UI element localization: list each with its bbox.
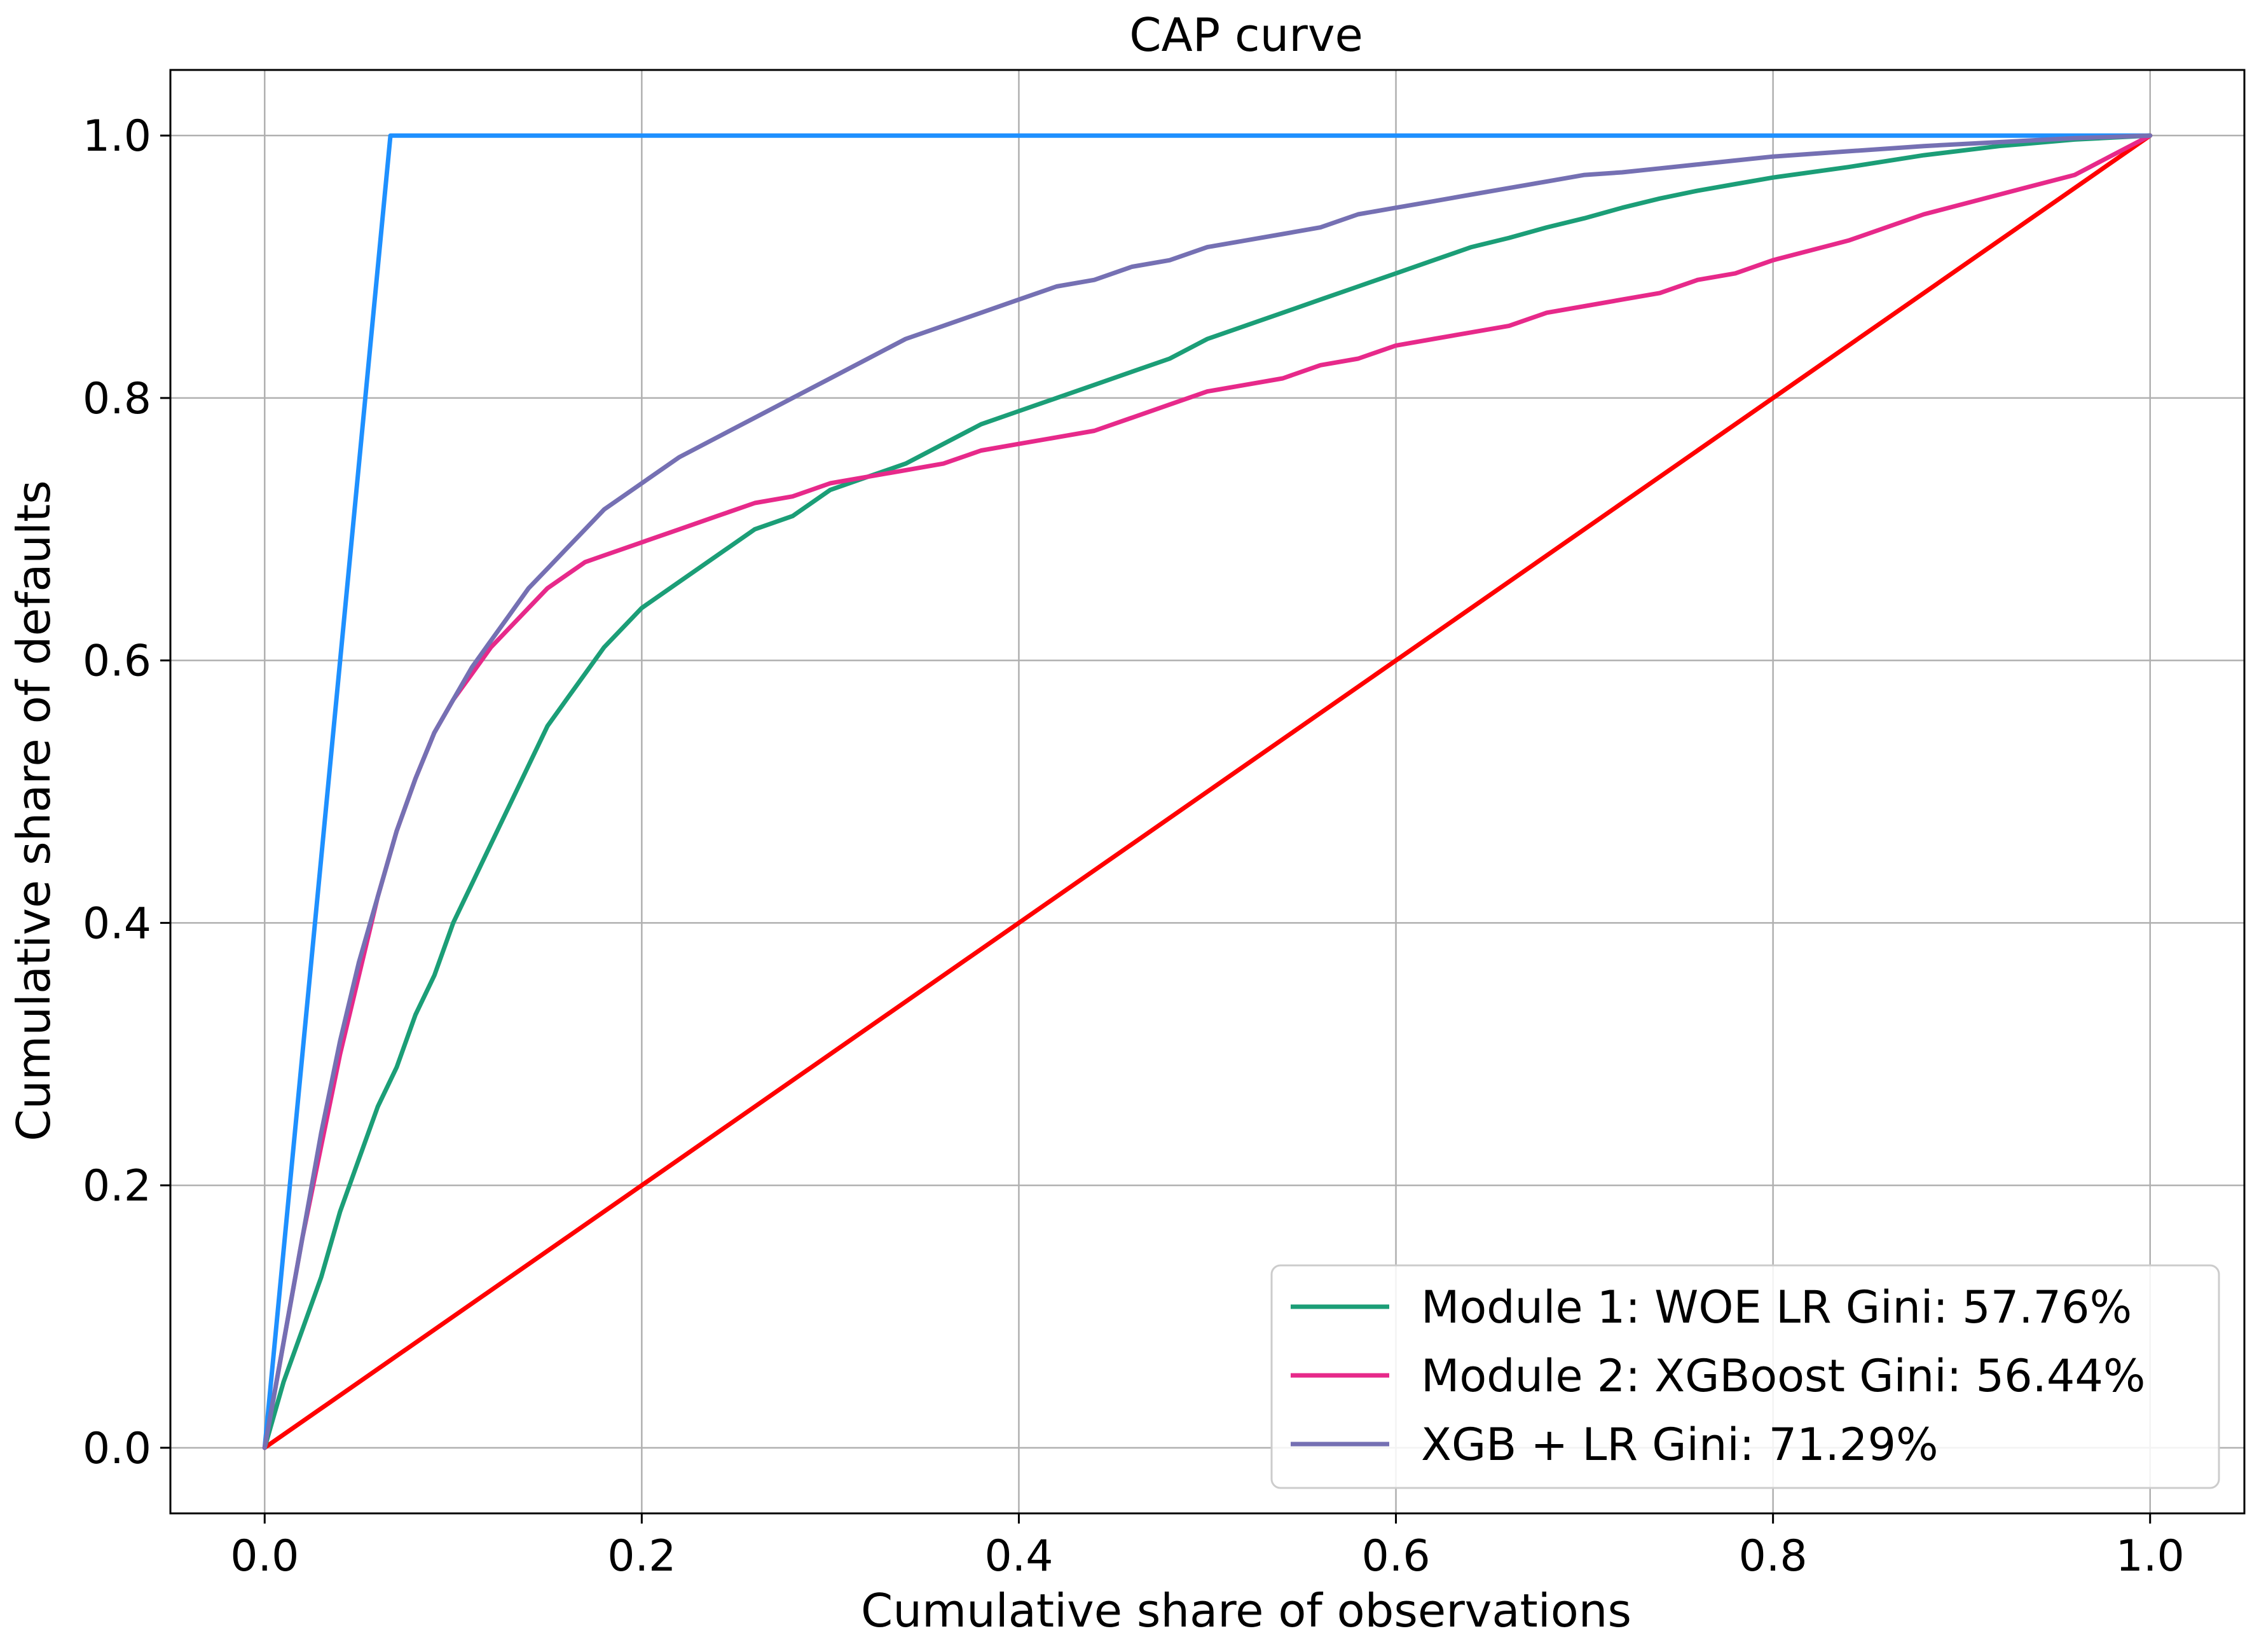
series-line-0 xyxy=(262,133,2153,1450)
y-tick-label: 0.2 xyxy=(83,1161,151,1211)
series-line-2 xyxy=(262,133,2153,1450)
x-tick-label: 0.0 xyxy=(230,1531,299,1581)
x-axis-label: Cumulative share of observations xyxy=(861,1584,1631,1637)
x-tick-label: 0.2 xyxy=(607,1531,676,1581)
y-axis: 0.0 0.2 0.4 0.6 0.8 1.0 xyxy=(83,111,170,1474)
x-tick-label: 0.8 xyxy=(1739,1531,1808,1581)
x-tick-label: 1.0 xyxy=(2116,1531,2185,1581)
x-tick-label: 0.4 xyxy=(984,1531,1053,1581)
legend: Module 1: WOE LR Gini: 57.76% Module 2: X… xyxy=(1270,1264,2220,1489)
x-axis: 0.0 0.2 0.4 0.6 0.8 1.0 xyxy=(230,1513,2185,1581)
y-axis-label: Cumulative share of defaults xyxy=(7,480,60,1141)
y-tick-label: 0.6 xyxy=(83,637,151,687)
legend-box xyxy=(1270,1264,2220,1489)
chart-title: CAP curve xyxy=(1129,8,1363,62)
legend-label-0: Module 1: WOE LR Gini: 57.76% xyxy=(1421,1281,2132,1333)
y-tick-label: 0.8 xyxy=(83,374,151,424)
series-layer xyxy=(262,133,2153,1450)
y-tick-label: 0.0 xyxy=(83,1424,151,1474)
y-tick-label: 1.0 xyxy=(83,111,151,162)
series-line-4 xyxy=(262,133,2153,1450)
x-tick-label: 0.6 xyxy=(1361,1531,1430,1581)
legend-label-1: Module 2: XGBoost Gini: 56.44% xyxy=(1421,1350,2145,1402)
series-line-3 xyxy=(262,133,2153,1450)
y-tick-label: 0.4 xyxy=(83,898,151,949)
plot-frame xyxy=(169,69,2246,1515)
legend-label-2: XGB + LR Gini: 71.29% xyxy=(1421,1419,1939,1471)
grid-lines xyxy=(170,70,2244,1513)
